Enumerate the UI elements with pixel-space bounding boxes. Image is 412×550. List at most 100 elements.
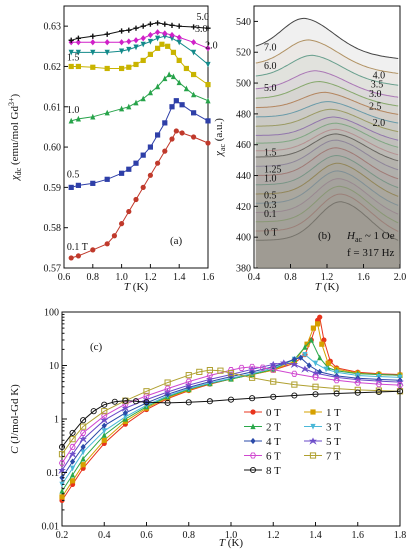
a-y-tick-label: 0.58 (44, 223, 62, 234)
b-field-label: 3.0 (369, 89, 382, 100)
b-series-fill (255, 109, 400, 268)
b-field-label: 1.0 (264, 174, 277, 185)
a-series-label: 5.0 (196, 12, 209, 23)
a-data-point (104, 31, 110, 37)
b-field-label: 0.3 (264, 200, 277, 211)
a-series-label: 1.0 (67, 105, 80, 116)
c-data-point (80, 455, 86, 462)
b-field-label: 4.0 (373, 70, 386, 81)
a-data-point (126, 166, 132, 172)
a-data-point (75, 49, 81, 56)
a-data-point (183, 65, 189, 72)
b-series-line (255, 162, 399, 197)
c-legend-marker (249, 466, 257, 474)
a-data-point (133, 196, 139, 203)
b-field-label: 3.5 (371, 80, 384, 91)
c-data-point (217, 367, 224, 374)
c-data-point (69, 436, 76, 443)
b-series-fill (255, 123, 400, 268)
a-data-point (111, 233, 117, 239)
b-field-label: 6.0 (264, 61, 277, 72)
c-data-point (101, 412, 108, 419)
a-series-line (71, 22, 209, 41)
c-data-point (238, 364, 245, 371)
a-x-tick-label: 0.8 (87, 272, 100, 283)
a-data-point (90, 49, 96, 56)
b-series-fill (255, 170, 400, 268)
c-legend-label: 4 T (266, 436, 281, 448)
b-field-label: 0.1 (264, 209, 277, 220)
c-legend-label: 5 T (326, 436, 341, 448)
b-field-label: 0.5 (264, 191, 277, 202)
c-data-point (101, 428, 107, 434)
b-series-line (255, 17, 399, 59)
a-data-point (147, 172, 153, 178)
b-series-line (255, 147, 399, 180)
c-x-tick-label: 1.6 (352, 530, 365, 541)
c-y-tick-label: 10 (49, 361, 59, 372)
c-data-point (270, 378, 277, 385)
c-data-point (308, 336, 314, 343)
a-data-point (176, 23, 182, 29)
a-y-tick-label: 0.57 (44, 264, 62, 275)
a-data-point (140, 23, 146, 29)
a-series-line (71, 73, 209, 122)
a-data-point (119, 105, 125, 112)
b-y-tick-label: 380 (236, 264, 251, 275)
a-data-point (173, 98, 179, 104)
a-series-line (71, 130, 209, 259)
a-data-point (205, 118, 211, 124)
a-data-point (169, 31, 175, 39)
a-data-point (140, 152, 146, 158)
b-series-fill (255, 55, 400, 268)
c-data-point (248, 365, 257, 374)
a-data-point (119, 170, 125, 176)
a-data-point (75, 35, 81, 41)
a-data-point (162, 148, 168, 154)
a-data-point (75, 39, 81, 46)
a-data-point (191, 71, 197, 78)
b-series-line (255, 101, 399, 124)
a-y-tick-label: 0.59 (44, 183, 62, 194)
a-data-point (75, 115, 81, 122)
c-data-point (354, 389, 361, 396)
b-field-label: 0 T (264, 228, 277, 239)
a-data-point (68, 255, 74, 261)
c-data-point (319, 341, 325, 347)
a-data-point (155, 20, 161, 26)
panel-c-label: (c) (90, 341, 103, 353)
a-data-point (155, 83, 161, 90)
a-data-point (90, 247, 96, 253)
c-data-point (69, 443, 76, 451)
c-data-point (302, 351, 308, 358)
a-data-point (119, 65, 125, 72)
b-series-fill (255, 92, 400, 268)
a-data-point (205, 82, 211, 88)
a-data-point (169, 136, 175, 142)
c-data-point (310, 325, 316, 331)
b-y-tick-label: 440 (236, 171, 251, 182)
c-data-point (298, 354, 304, 361)
a-data-point (147, 144, 153, 150)
a-data-point (205, 25, 211, 31)
c-data-point (291, 392, 298, 399)
a-data-point (176, 57, 182, 64)
a-data-point (191, 24, 197, 30)
c-data-point (279, 359, 288, 367)
a-data-point (170, 49, 177, 55)
a-data-point (68, 37, 74, 43)
panel-a-label: (a) (170, 235, 183, 247)
a-y-tick-label: 0.62 (44, 62, 62, 73)
b-field-label: 7.0 (264, 43, 277, 54)
b-series-line (255, 128, 399, 156)
a-data-point (126, 46, 132, 53)
c-data-point (206, 367, 213, 374)
c-data-point (249, 395, 256, 402)
c-data-point (69, 478, 76, 484)
b-series-line (255, 133, 399, 162)
a-data-point (176, 39, 182, 46)
c-data-point (290, 360, 299, 369)
c-y-tick-label: 100 (44, 308, 59, 319)
c-data-point (375, 381, 382, 388)
a-x-tick-label: 1.2 (144, 272, 157, 283)
